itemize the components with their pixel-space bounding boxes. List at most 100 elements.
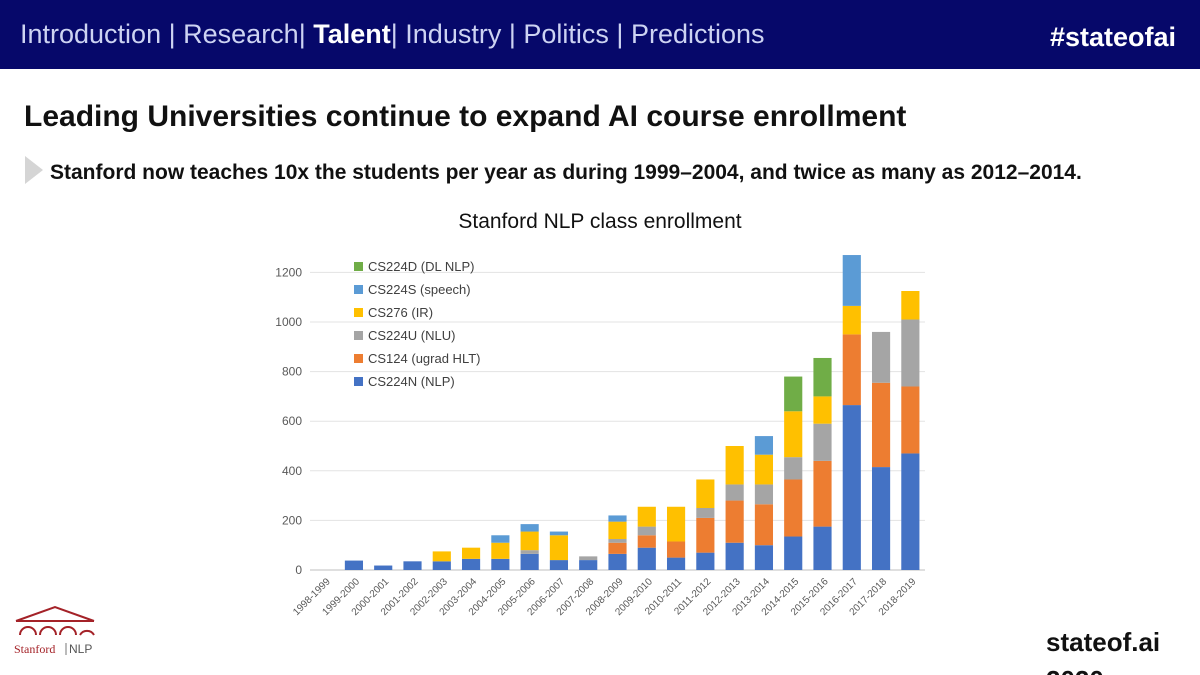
bar-segment: [696, 508, 715, 518]
bar-segment: [637, 506, 656, 527]
bar-segment: [491, 535, 510, 543]
y-tick-label: 1000: [275, 315, 302, 329]
bar-segment: [608, 521, 627, 539]
nav-item-introduction[interactable]: Introduction: [20, 19, 162, 49]
nav-separator: |: [298, 19, 306, 49]
bar-segment: [374, 565, 393, 570]
bar-segment: [813, 357, 832, 397]
bar-segment: [842, 255, 861, 306]
bar-segment: [784, 411, 803, 458]
nav-separator: |: [508, 19, 516, 49]
bar-segment: [813, 460, 832, 527]
bar-segment: [696, 552, 715, 570]
bar-segment: [754, 545, 774, 570]
bar-segment: [696, 479, 715, 508]
stanford-arches-icon: [15, 605, 95, 636]
y-tick-label: 600: [282, 414, 302, 428]
bar-segment: [901, 453, 920, 570]
y-tick-label: 1200: [275, 265, 302, 279]
bar-segment: [608, 515, 627, 522]
footer-site-url: stateof.ai: [1046, 627, 1161, 657]
bar-segment: [432, 561, 451, 570]
bar-segment: [520, 524, 539, 532]
chart-legend: CS224D (DL NLP) CS224S (speech) CS276 (IR)…: [354, 259, 480, 389]
nav-separator: |: [168, 19, 176, 49]
footer-year: 2020: [1046, 665, 1104, 675]
bar-segment: [725, 446, 744, 485]
bullet-text: Stanford now teaches 10x the students pe…: [50, 161, 1082, 184]
bar-segment: [871, 331, 891, 383]
bar-segment: [666, 506, 686, 542]
nav-separator: |: [616, 19, 624, 49]
nav-item-politics[interactable]: Politics: [523, 19, 609, 49]
bar-segment: [491, 542, 510, 559]
bar-segment: [901, 291, 920, 320]
bar-segment: [403, 561, 422, 570]
section-nav: Introduction | Research| Talent| Industr…: [20, 19, 765, 50]
bar-segment: [901, 386, 920, 454]
bar-segment: [549, 535, 569, 561]
bar-segment: [520, 531, 539, 551]
bar-segment: [813, 526, 832, 570]
bar-segment: [813, 396, 832, 424]
bar-segment: [784, 536, 803, 570]
bar-segment: [461, 558, 481, 570]
bar-segment: [842, 334, 861, 406]
nav-item-industry[interactable]: Industry: [405, 19, 502, 49]
legend-label: CS224D (DL NLP): [368, 259, 474, 274]
bar-segment: [784, 457, 803, 480]
bullet-arrow-icon: [25, 156, 43, 184]
bar-segment: [520, 550, 539, 554]
bar-segment: [579, 560, 598, 570]
header-bar: Introduction | Research| Talent| Industr…: [0, 0, 1200, 69]
legend-label: CS224S (speech): [368, 282, 471, 297]
legend-swatch: [354, 308, 363, 317]
y-tick-label: 0: [295, 563, 302, 577]
bar-segment: [549, 560, 569, 570]
y-tick-label: 400: [282, 464, 302, 478]
legend-label: CS224N (NLP): [368, 374, 455, 389]
bar-segment: [344, 560, 364, 570]
nav-item-research[interactable]: Research: [183, 19, 299, 49]
bar-segment: [666, 557, 686, 570]
chart-bars: [344, 255, 920, 570]
bar-segment: [579, 556, 598, 561]
nav-separator: |: [390, 19, 398, 49]
bar-segment: [725, 500, 744, 543]
bar-segment: [637, 526, 656, 536]
legend-swatch: [354, 377, 363, 386]
bar-segment: [725, 542, 744, 570]
y-axis-ticks: 0 200 400 600 800 1000 1200: [275, 265, 302, 577]
bar-segment: [696, 517, 715, 553]
bar-segment: [432, 551, 451, 562]
chart-title: Stanford NLP class enrollment: [458, 210, 742, 233]
bar-segment: [637, 535, 656, 548]
bar-segment: [784, 479, 803, 537]
legend-label: CS224U (NLU): [368, 328, 455, 343]
bar-segment: [754, 436, 774, 455]
bar-segment: [461, 547, 481, 559]
bar-segment: [491, 558, 510, 570]
nav-item-predictions[interactable]: Predictions: [630, 19, 765, 49]
bar-segment: [725, 484, 744, 501]
logo-text-nlp: NLP: [69, 642, 92, 656]
slide-title: Leading Universities continue to expand …: [24, 100, 907, 133]
stanford-nlp-logo: Stanford NLP: [14, 605, 95, 656]
bar-segment: [754, 484, 774, 505]
legend-swatch: [354, 262, 363, 271]
nav-item-talent[interactable]: Talent: [313, 19, 391, 49]
legend-swatch: [354, 331, 363, 340]
footer-site: stateof.ai 2020: [1046, 623, 1196, 675]
legend-swatch: [354, 285, 363, 294]
bar-segment: [871, 382, 891, 468]
bar-segment: [608, 539, 627, 543]
enrollment-chart: 0 200 400 600 800 1000 1200 1998-19991999-2000…: [275, 255, 925, 618]
bar-segment: [871, 467, 891, 570]
y-tick-label: 200: [282, 513, 302, 527]
bar-segment: [637, 547, 656, 570]
bar-segment: [813, 423, 832, 461]
legend-label: CS276 (IR): [368, 305, 433, 320]
bar-segment: [608, 553, 627, 570]
hashtag: #stateofai: [1050, 22, 1177, 52]
bar-segment: [608, 542, 627, 554]
